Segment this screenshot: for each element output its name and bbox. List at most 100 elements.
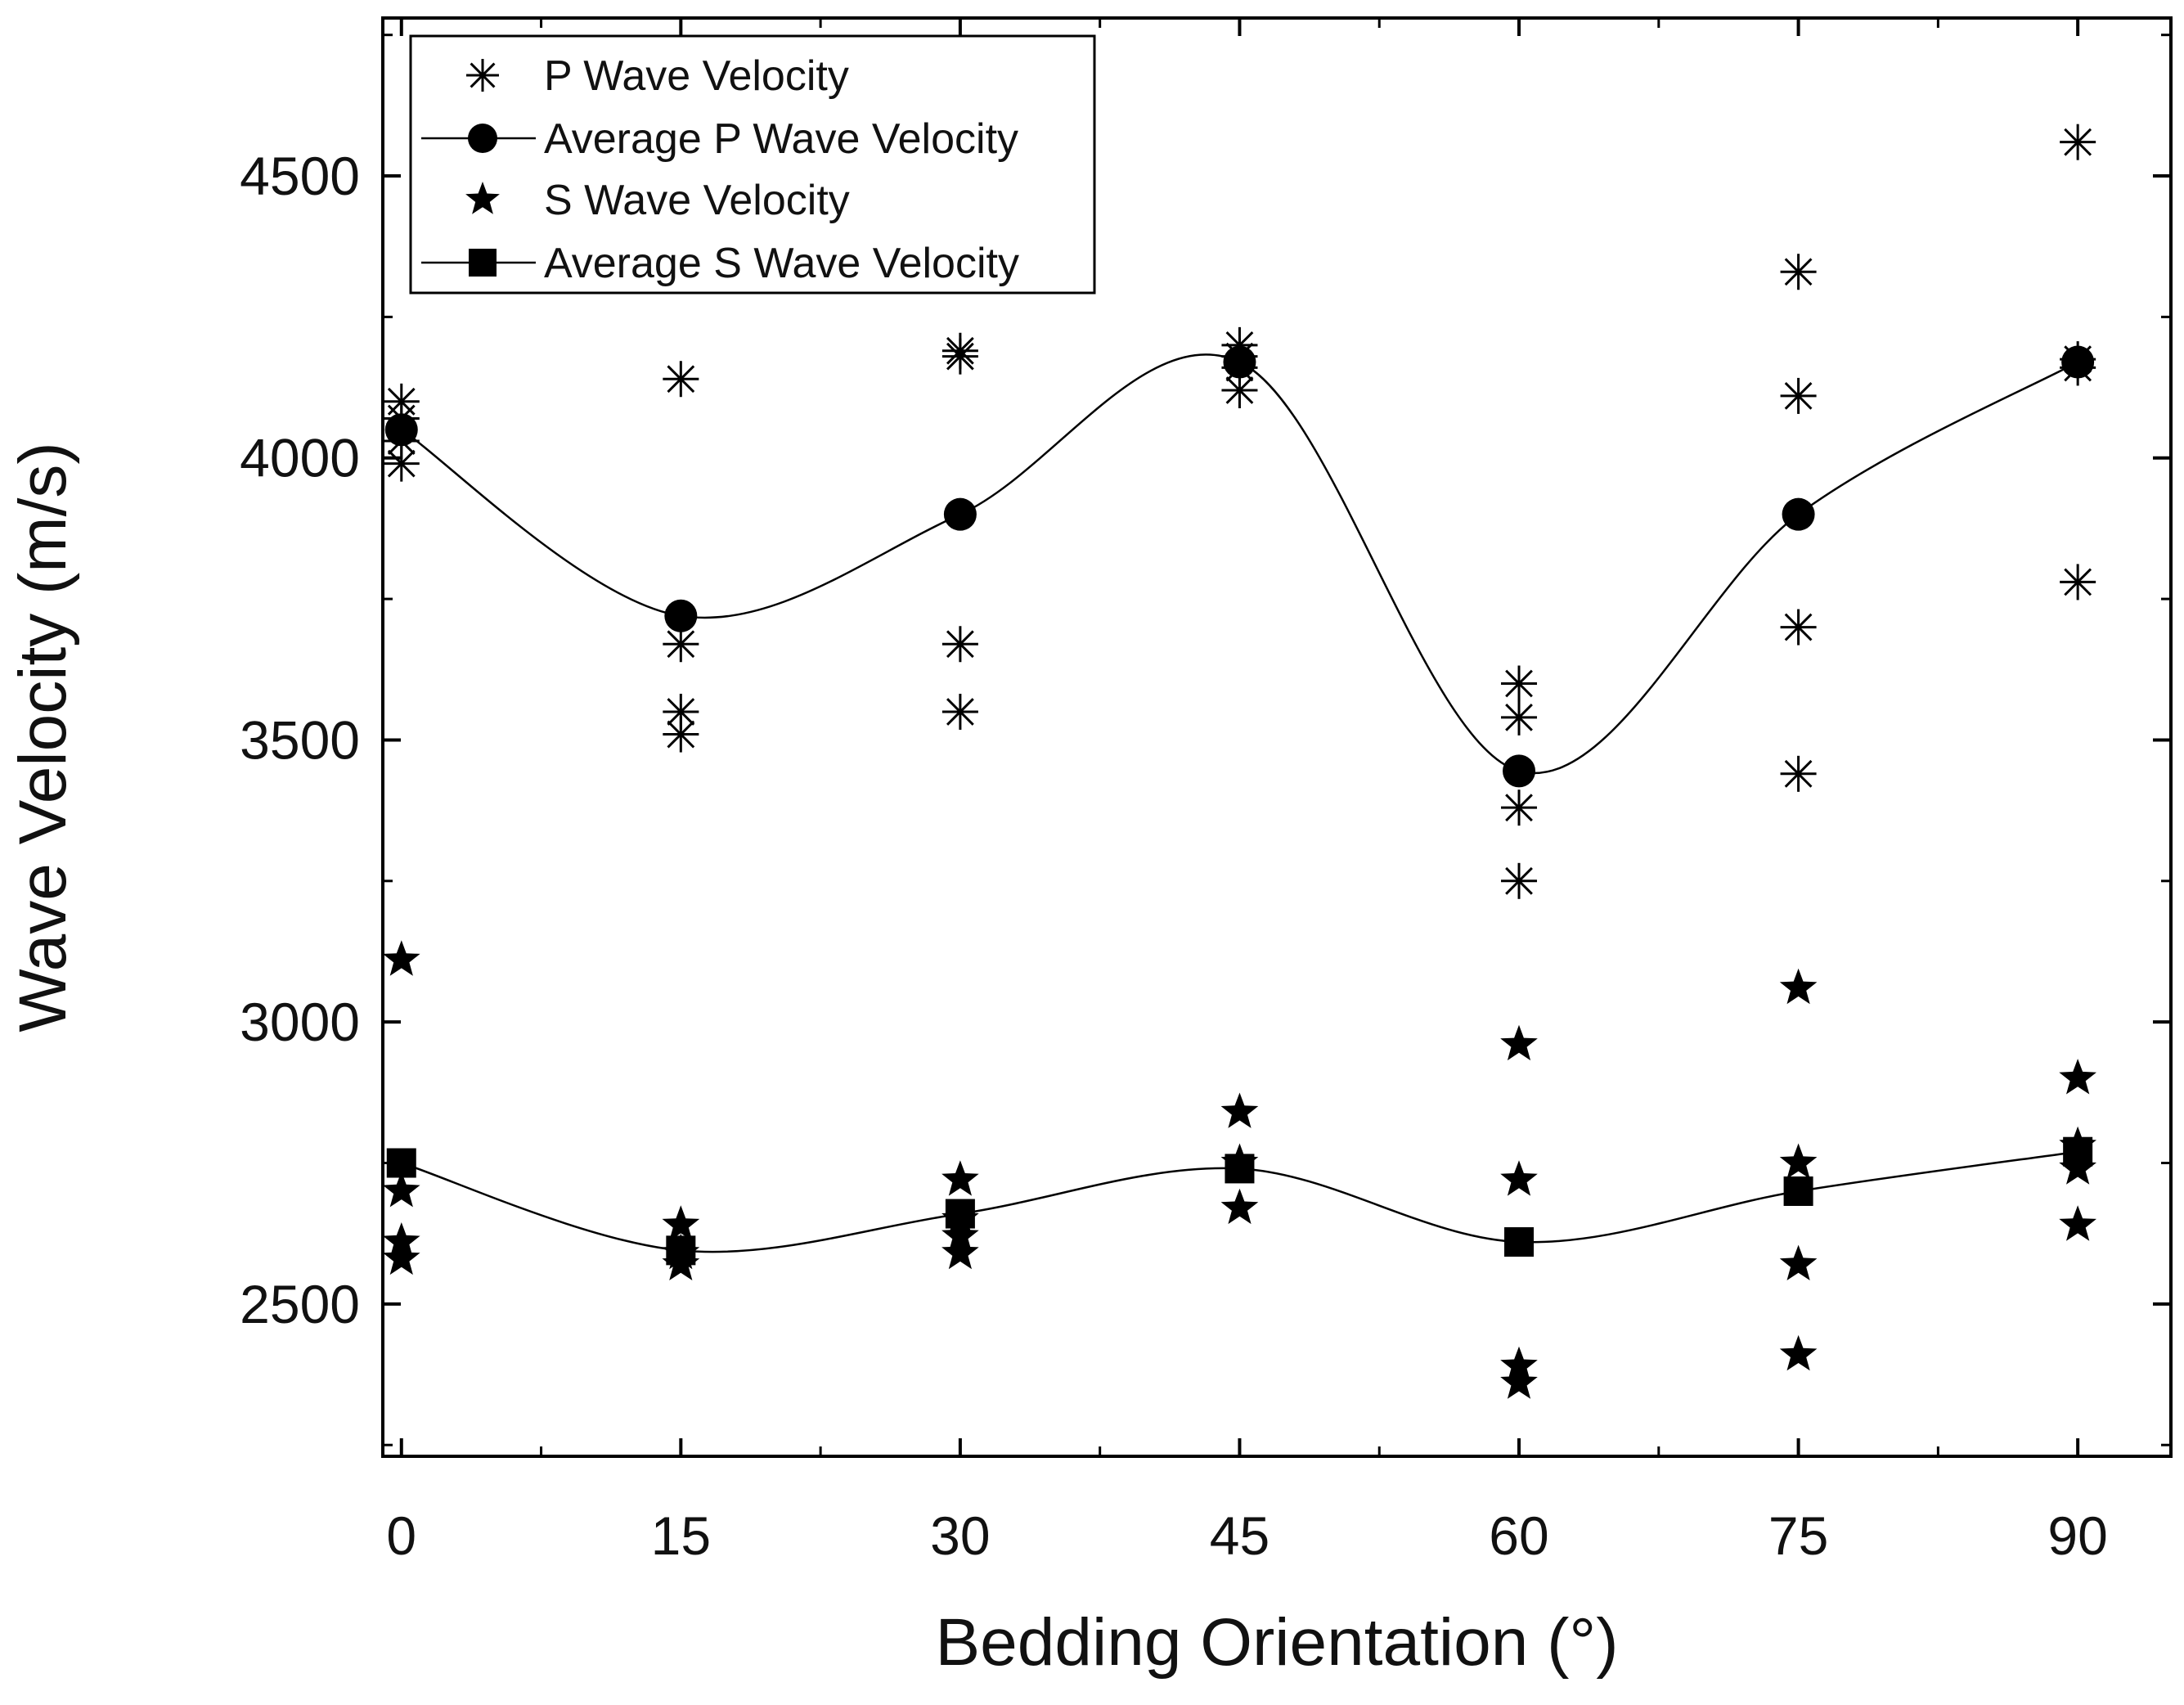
- s-wave-point: [382, 1172, 420, 1208]
- p-wave-point: [383, 445, 420, 482]
- p-wave-point: [1501, 862, 1538, 899]
- avg-p-wave-point: [1223, 345, 1256, 379]
- y-tick-label: 4500: [240, 146, 360, 206]
- p-wave-point: [663, 716, 699, 753]
- legend-box: [409, 34, 1096, 295]
- s-wave-point: [941, 1160, 979, 1196]
- p-wave-point: [941, 693, 978, 730]
- asterisk-stroke: [946, 342, 974, 371]
- avg-s-wave-point: [2063, 1136, 2093, 1167]
- y-tick-label: 2500: [240, 1274, 360, 1334]
- legend-entry-s-wave: S Wave Velocity: [544, 177, 850, 224]
- s-wave-point: [2059, 1149, 2096, 1185]
- asterisk-stroke: [1505, 703, 1533, 731]
- data-markers: [382, 124, 2096, 1399]
- p-wave-point: [2060, 124, 2096, 160]
- x-tick-label: 60: [1489, 1505, 1548, 1566]
- p-wave-point: [1780, 755, 1817, 792]
- x-tick-label: 90: [2047, 1505, 2107, 1566]
- p-wave-point: [941, 626, 978, 663]
- asterisk-stroke: [1225, 376, 1254, 404]
- p-wave-point: [2060, 564, 2096, 601]
- legend-circle-icon: [468, 124, 497, 153]
- p-wave-point: [1501, 790, 1538, 826]
- s-wave-point: [1500, 1160, 1538, 1196]
- legend-asterisk-icon: [466, 59, 499, 92]
- s-wave-point: [382, 1239, 420, 1275]
- avg-p-wave-point: [1782, 497, 1815, 531]
- p-wave-point: [1501, 665, 1538, 702]
- s-wave-point: [1220, 1188, 1259, 1225]
- legend-square-icon: [469, 249, 497, 277]
- asterisk-stroke: [946, 630, 974, 659]
- x-tick-label: 45: [1210, 1505, 1270, 1566]
- asterisk-stroke: [1505, 794, 1533, 822]
- legend-symbols: [421, 59, 536, 277]
- s-wave-point: [1779, 968, 1818, 1005]
- asterisk-stroke: [667, 698, 695, 726]
- asterisk-stroke: [2064, 128, 2092, 156]
- avg-s-wave-point: [1225, 1154, 1255, 1184]
- plot-frame: [381, 16, 2173, 1458]
- x-tick-labels: 0 15 30 45 60 75 90: [386, 1505, 2107, 1566]
- asterisk-stroke: [946, 698, 974, 726]
- avg-s-wave-point: [1783, 1176, 1813, 1206]
- p-wave-point: [1780, 254, 1817, 290]
- asterisk-stroke: [387, 449, 416, 478]
- x-tick-label: 75: [1768, 1505, 1828, 1566]
- legend-star-icon: [465, 182, 500, 214]
- asterisk-stroke: [1784, 613, 1813, 641]
- s-wave-point: [1779, 1143, 1818, 1179]
- asterisk-stroke: [667, 365, 695, 394]
- s-wave-point: [382, 940, 420, 976]
- asterisk-stroke: [1784, 759, 1813, 788]
- p-wave-point: [1780, 377, 1817, 414]
- s-wave-point: [1779, 1334, 1818, 1371]
- axis-ticks: [383, 18, 2171, 1456]
- p-wave-point: [663, 361, 699, 398]
- avg-p-wave-point: [384, 413, 418, 447]
- asterisk-stroke: [1505, 866, 1533, 895]
- y-tick-labels: 2500 3000 3500 4000 4500: [240, 146, 360, 1334]
- x-tick-label: 0: [386, 1505, 416, 1566]
- asterisk-stroke: [667, 720, 695, 749]
- x-tick-label: 30: [930, 1505, 990, 1566]
- asterisk-stroke: [667, 630, 695, 659]
- legend-entry-average-s-wave: Average S Wave Velocity: [544, 240, 1019, 287]
- s-wave-point: [1500, 1024, 1538, 1061]
- s-wave-point: [941, 1233, 979, 1270]
- asterisk-stroke: [2064, 568, 2092, 596]
- s-wave-point: [1500, 1363, 1538, 1399]
- p-wave-point: [1780, 609, 1817, 646]
- legend-entry-average-p-wave: Average P Wave Velocity: [544, 115, 1018, 163]
- avg-s-wave-point: [666, 1235, 696, 1266]
- asterisk-stroke: [470, 62, 496, 88]
- series-line: [401, 353, 2078, 775]
- avg-s-wave-point: [386, 1148, 416, 1178]
- p-wave-point: [1501, 699, 1538, 736]
- avg-p-wave-point: [664, 599, 698, 632]
- legend: P Wave Velocity Average P Wave Velocity …: [409, 34, 1096, 295]
- asterisk-stroke: [1784, 382, 1813, 410]
- asterisk-stroke: [1505, 669, 1533, 698]
- s-wave-point: [2059, 1059, 2096, 1095]
- y-axis-title: Wave Velocity (m/s): [6, 442, 80, 1032]
- asterisk-stroke: [1784, 258, 1813, 286]
- avg-p-wave-point: [943, 497, 977, 531]
- avg-p-wave-point: [2061, 345, 2095, 379]
- s-wave-point: [662, 1205, 700, 1241]
- avg-p-wave-point: [1503, 754, 1536, 788]
- avg-s-wave-point: [1504, 1227, 1535, 1257]
- s-wave-point: [2059, 1205, 2096, 1241]
- y-tick-label: 4000: [240, 428, 360, 488]
- y-tick-label: 3500: [240, 709, 360, 770]
- s-wave-point: [1220, 1092, 1259, 1128]
- x-tick-label: 15: [651, 1505, 711, 1566]
- y-tick-label: 3000: [240, 992, 360, 1052]
- legend-entry-p-wave: P Wave Velocity: [544, 52, 849, 100]
- p-wave-point: [941, 338, 978, 375]
- s-wave-point: [1779, 1244, 1818, 1280]
- x-axis-title: Bedding Orientation (°): [935, 1605, 1618, 1680]
- avg-s-wave-point: [945, 1199, 975, 1229]
